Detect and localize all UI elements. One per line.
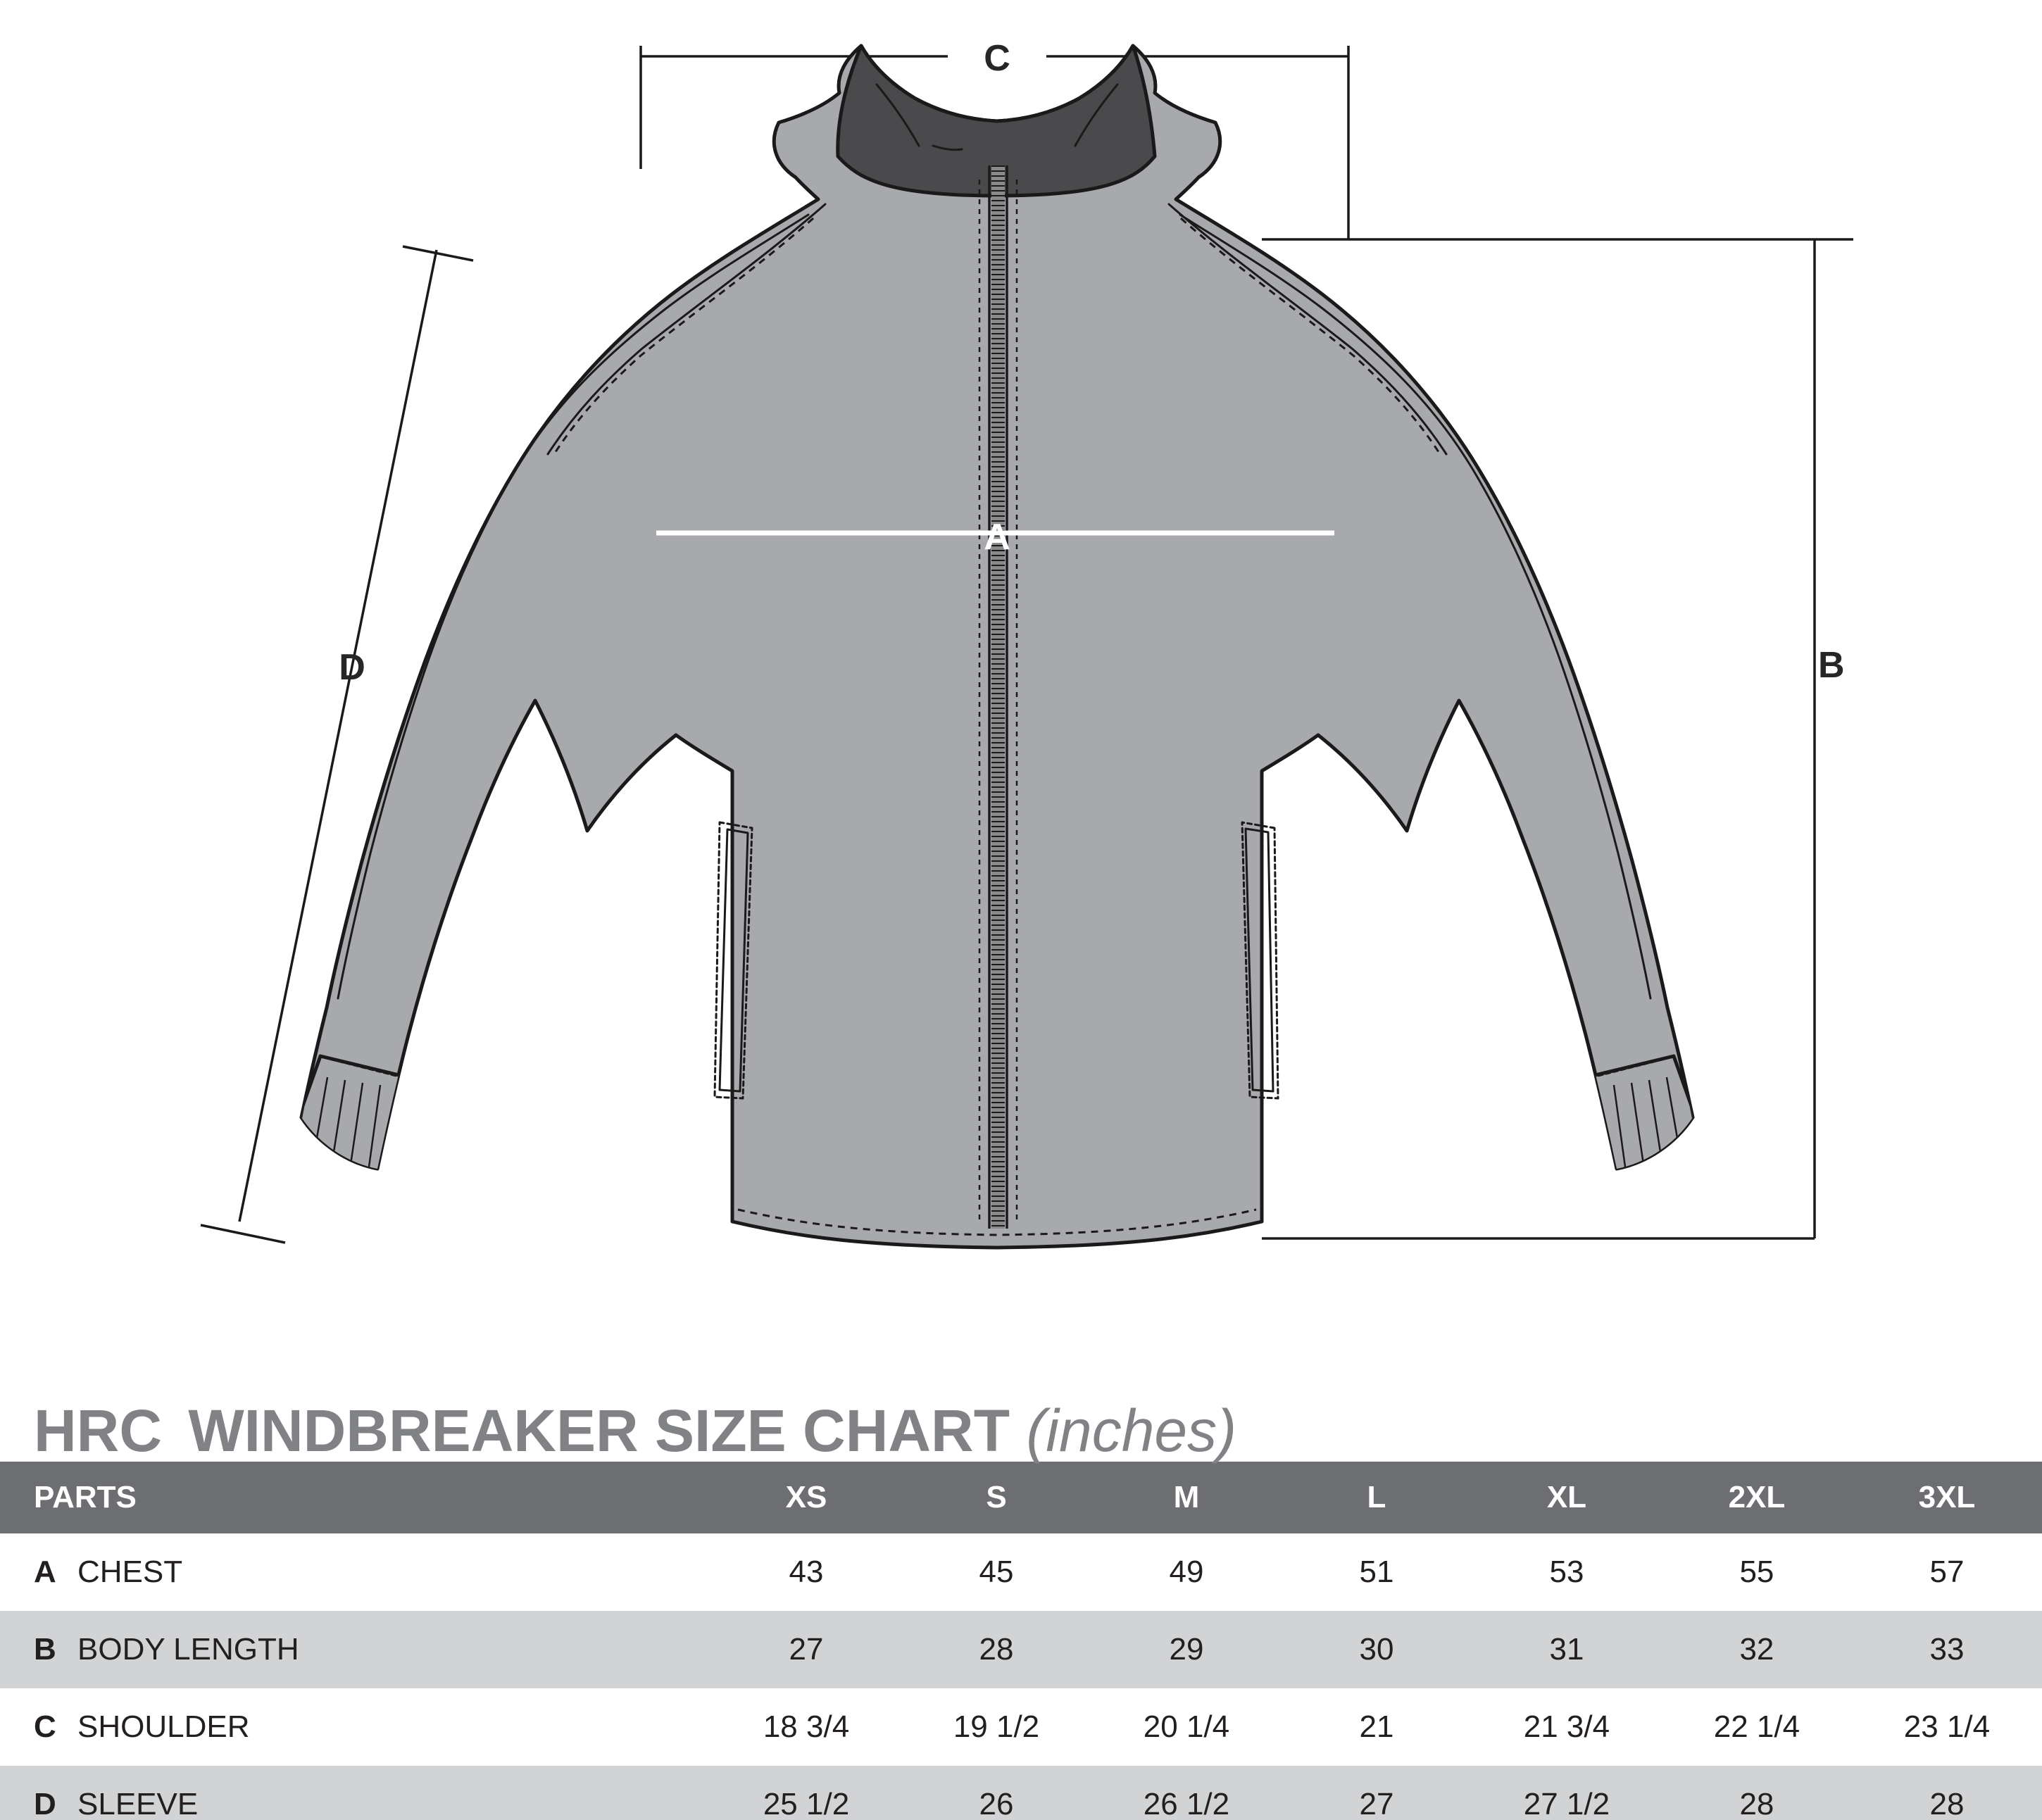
svg-text:A: A	[984, 517, 1010, 558]
svg-text:C: C	[984, 38, 1010, 79]
svg-text:D: D	[339, 647, 365, 688]
svg-text:B: B	[1818, 645, 1845, 686]
